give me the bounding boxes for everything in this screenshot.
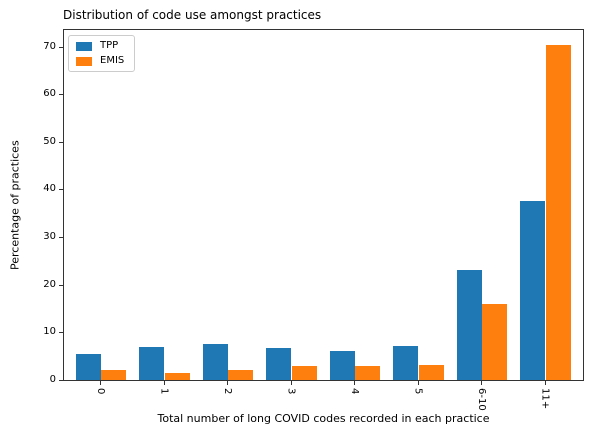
y-tick-label-40: 40: [43, 183, 56, 195]
x-tick-label-11+: 11+: [539, 388, 551, 410]
x-tick-mark: [100, 381, 101, 385]
bar-emis-1: [164, 373, 190, 380]
bar-tpp-2: [202, 344, 228, 380]
bar-emis-6-10: [482, 304, 508, 380]
legend-label-tpp: TPP: [100, 40, 119, 51]
x-tick-mark: [227, 381, 228, 385]
y-tick-label-70: 70: [43, 40, 56, 52]
bar-emis-3: [291, 366, 317, 380]
x-tick-label-1: 1: [158, 388, 170, 395]
y-tick-mark: [59, 332, 63, 334]
y-tick-mark: [59, 284, 63, 286]
x-tick-label-6-10: 6-10: [476, 388, 487, 411]
bar-tpp-11+: [520, 201, 546, 380]
x-tick-mark: [417, 381, 419, 385]
y-tick-label-10: 10: [43, 326, 56, 338]
bar-emis-0: [101, 370, 127, 380]
y-tick-label-0: 0: [49, 374, 56, 385]
bar-tpp-6-10: [456, 270, 482, 380]
x-tick-label-0: 0: [95, 388, 106, 395]
y-axis-label: Percentage of practices: [8, 140, 22, 270]
bar-emis-5: [418, 365, 444, 380]
bar-tpp-1: [139, 347, 165, 380]
x-tick-label-2: 2: [222, 388, 233, 395]
legend-item-tpp: TPP: [76, 41, 124, 51]
x-tick-mark: [163, 381, 165, 385]
x-tick-label-5: 5: [412, 388, 424, 395]
y-tick-mark: [59, 237, 63, 239]
legend-swatch-emis: [76, 56, 92, 66]
bar-tpp-4: [329, 351, 355, 380]
y-tick-mark: [59, 380, 63, 381]
chart-title: Distribution of code use amongst practic…: [63, 8, 322, 22]
x-tick-label-3: 3: [285, 388, 297, 395]
plot-area: TPP EMIS: [63, 29, 584, 381]
legend-label-emis: EMIS: [100, 55, 125, 66]
y-tick-mark: [59, 94, 63, 96]
y-tick-label-60: 60: [43, 88, 56, 100]
x-tick-mark: [481, 381, 482, 385]
bar-emis-2: [228, 370, 254, 380]
legend-swatch-tpp: [76, 41, 92, 51]
bar-emis-4: [355, 366, 381, 380]
x-tick-mark: [290, 381, 292, 385]
x-tick-mark: [544, 381, 546, 385]
x-tick-label-4: 4: [349, 388, 360, 395]
y-tick-mark: [59, 141, 63, 143]
y-tick-label-30: 30: [43, 231, 56, 243]
x-axis-label: Total number of long COVID codes recorde…: [157, 412, 490, 425]
bar-tpp-0: [75, 354, 101, 380]
y-tick-label-20: 20: [43, 278, 56, 290]
bar-emis-11+: [545, 44, 571, 380]
y-tick-label-50: 50: [43, 135, 56, 147]
legend: TPP EMIS: [68, 35, 136, 72]
y-tick-mark: [59, 189, 63, 191]
legend-item-emis: EMIS: [76, 56, 124, 66]
x-tick-mark: [354, 381, 355, 385]
bar-tpp-3: [266, 347, 292, 380]
bar-tpp-5: [393, 345, 419, 380]
y-tick-mark: [59, 46, 63, 48]
